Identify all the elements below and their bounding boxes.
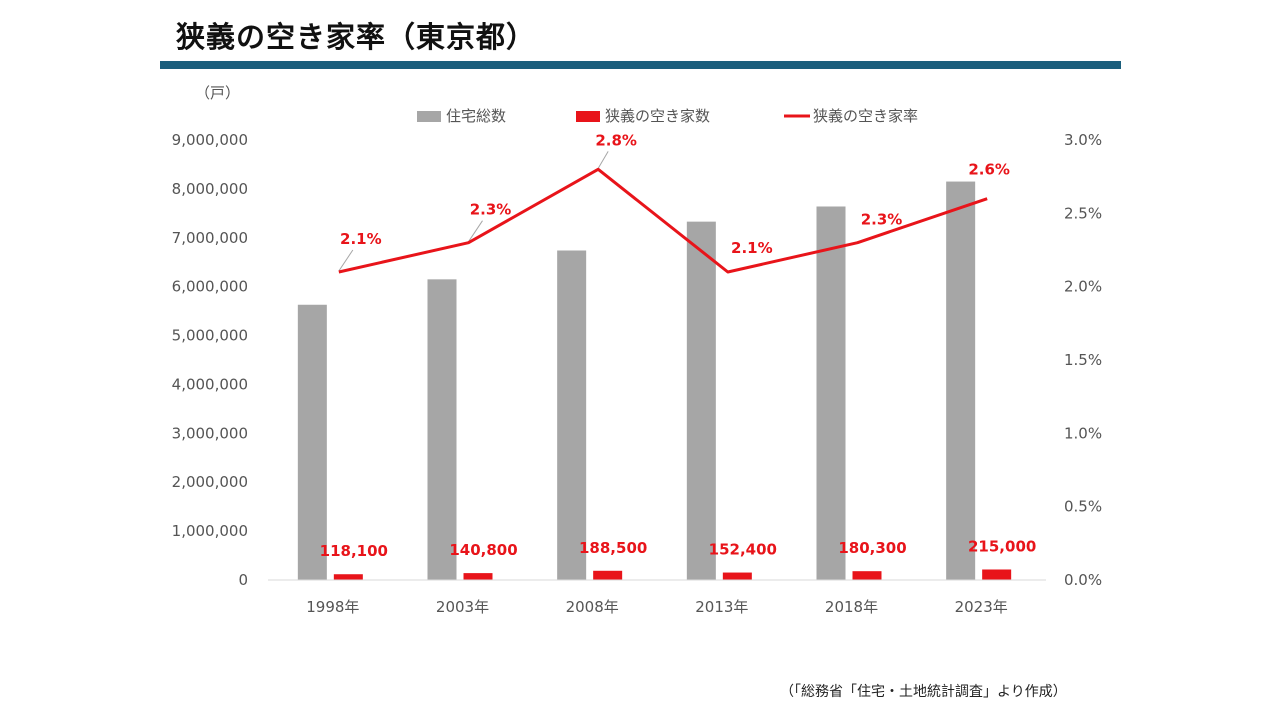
vacant-count-label: 118,100 [320,542,388,560]
right-tick-label: 2.0% [1064,278,1102,296]
vacant-housing-bar [593,570,623,580]
left-tick-label: 5,000,000 [172,327,248,345]
rate-value-label: 2.8% [595,131,637,149]
legend-label: 狭義の空き家数 [605,107,710,125]
left-tick-label: 4,000,000 [172,375,248,393]
left-tick-label: 3,000,000 [172,424,248,442]
right-tick-label: 0.0% [1064,571,1102,589]
right-tick-label: 1.0% [1064,424,1102,442]
rate-label-leader [597,151,609,169]
rate-label-leader [338,249,354,272]
legend-item: 狭義の空き家率 [784,107,918,125]
legend-label: 狭義の空き家率 [813,107,918,125]
x-axis-labels: 1998年 2003年 2008年 2013年 2018年 2023年 [306,598,1008,616]
total-housing-bar [816,206,846,580]
rate-value-label: 2.1% [731,239,773,257]
rate-value-label: 2.1% [340,230,382,248]
legend-item: 狭義の空き家数 [576,107,710,125]
left-tick-label: 7,000,000 [172,229,248,247]
left-tick-label: 8,000,000 [172,180,248,198]
rate-line-series [338,167,988,274]
rate-value-label: 2.6% [968,161,1010,179]
right-tick-label: 3.0% [1064,131,1102,149]
left-tick-label: 0 [238,571,248,589]
right-tick-label: 2.5% [1064,204,1102,222]
legend-swatch [576,111,600,122]
right-tick-label: 0.5% [1064,498,1102,516]
vacant-count-label: 180,300 [838,539,906,557]
x-tick-label: 1998年 [306,598,359,616]
x-tick-label: 2003年 [436,598,489,616]
leader-lines [338,151,609,272]
legend-item: 住宅総数 [417,107,506,125]
left-tick-label: 2,000,000 [172,473,248,491]
left-tick-label: 1,000,000 [172,522,248,540]
left-tick-label: 6,000,000 [172,278,248,296]
vacant-count-label: 152,400 [709,541,777,559]
legend-label: 住宅総数 [446,107,506,125]
right-tick-label: 1.5% [1064,351,1102,369]
total-housing-bar [946,181,976,581]
right-axis-ticks: 0.0% 0.5% 1.0% 1.5% 2.0% 2.5% 3.0% [1064,131,1102,589]
vacancy-rate-line [338,167,988,274]
vacant-housing-bar [333,574,363,580]
x-tick-label: 2008年 [566,598,619,616]
left-axis-ticks: 0 1,000,000 2,000,000 3,000,000 4,000,000 5,0… [172,131,248,589]
x-tick-label: 2018年 [825,598,878,616]
rate-value-label: 2.3% [470,201,512,219]
total-housing-bar [297,304,327,580]
data-labels: 118,100 140,800 188,500 152,400 180,300 215,0… [320,131,1037,560]
vacant-count-label: 140,800 [449,541,517,559]
source-note: （「総務省「住宅・土地統計調査」より作成） [780,684,1067,700]
total-housing-bar [686,221,716,580]
unit-label: （戸） [195,84,240,102]
bar-series [297,181,1012,581]
rate-label-leader [468,220,483,242]
vacant-housing-bar [852,571,882,580]
total-housing-bar [557,250,587,580]
left-tick-label: 9,000,000 [172,131,248,149]
vacant-housing-bar [982,569,1012,580]
total-housing-bar [427,279,457,580]
x-tick-label: 2013年 [695,598,748,616]
vacant-count-label: 215,000 [968,537,1036,555]
vacant-count-label: 188,500 [579,539,647,557]
legend-swatch [417,111,441,122]
x-tick-label: 2023年 [955,598,1008,616]
vacant-housing-bar [722,572,752,580]
title-underline [160,61,1121,69]
legend: 住宅総数 狭義の空き家数 狭義の空き家率 [417,107,918,125]
vacant-housing-bar [463,573,493,580]
rate-value-label: 2.3% [861,211,903,229]
page-title: 狭義の空き家率（東京都） [176,20,537,54]
